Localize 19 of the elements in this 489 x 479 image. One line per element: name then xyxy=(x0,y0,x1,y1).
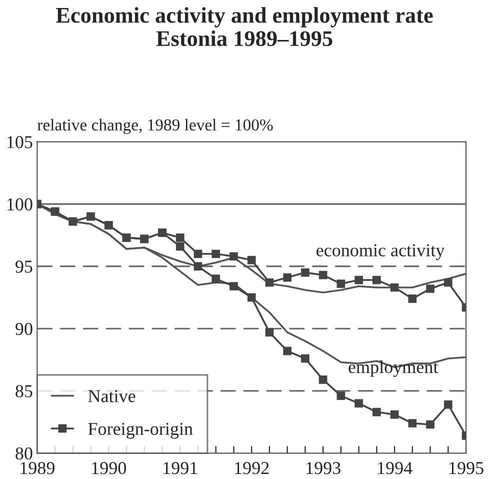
x-tick-label: 1991 xyxy=(164,462,198,474)
legend-label: Native xyxy=(88,390,136,402)
y-tick-label: 95 xyxy=(16,260,32,273)
x-tick-label: 1993 xyxy=(306,462,340,474)
x-tick-label: 1992 xyxy=(235,462,269,474)
y-tick-label: 105 xyxy=(8,136,32,148)
x-tick-label: 1989 xyxy=(20,462,54,474)
x-tick-label: 1990 xyxy=(92,462,126,474)
y-tick-label: 85 xyxy=(16,385,32,398)
annotation: employment xyxy=(348,360,438,377)
y-tick-label: 100 xyxy=(8,198,32,210)
annotation: economic activity xyxy=(316,244,445,260)
x-tick-label: 1994 xyxy=(378,462,412,474)
legend-label: Foreign-origin xyxy=(88,422,193,439)
y-axis-title: relative change, 1989 level = 100% xyxy=(37,118,273,134)
x-tick-label: 1995 xyxy=(450,462,484,474)
y-tick-label: 80 xyxy=(16,447,32,460)
chart-title: Economic activity and employment rate Estonia 1989–1995 xyxy=(56,7,433,46)
y-tick-label: 90 xyxy=(16,322,32,336)
